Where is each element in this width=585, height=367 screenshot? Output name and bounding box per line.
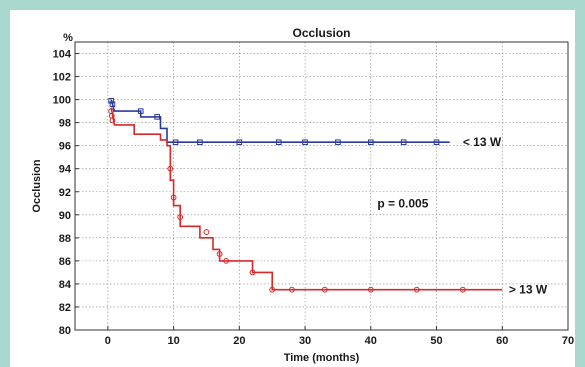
censor-mark <box>172 139 179 146</box>
censor-mark <box>177 214 184 221</box>
series-layer <box>108 97 503 293</box>
survival-chart: 0 10 20 30 40 50 60 70 80 82 84 86 88 90 92 94 96 98 100 10… <box>31 26 574 364</box>
x-tick-label: 60 <box>496 335 508 347</box>
censor-mark <box>433 139 440 146</box>
censor-mark <box>269 286 276 293</box>
y-tick-label: 88 <box>59 233 71 245</box>
x-tick-label: 0 <box>105 335 111 347</box>
y-tick-label: 94 <box>59 164 72 176</box>
y-tick-label: 90 <box>59 210 71 222</box>
y-tick-label: 84 <box>59 279 72 291</box>
y-axis-title: Occlusion <box>31 159 43 212</box>
x-tick-label: 50 <box>430 335 442 347</box>
annotations: p = 0.005 < 13 W > 13 W <box>377 135 547 296</box>
y-tick-label: 98 <box>59 118 71 130</box>
y-tick-label: 86 <box>59 256 71 268</box>
censor-mark <box>321 286 328 293</box>
y-tick-label: 80 <box>59 325 71 337</box>
plot-border <box>74 41 569 331</box>
y-tick-label: 92 <box>59 187 71 199</box>
censor-mark <box>275 139 282 146</box>
annotation-label: p = 0.005 <box>377 196 428 210</box>
y-tick-label: 82 <box>59 302 71 314</box>
censor-mark <box>170 194 177 201</box>
x-tick-label: 40 <box>365 335 377 347</box>
censor-mark <box>109 117 116 124</box>
censor-mark <box>167 165 174 172</box>
x-tick-label: 70 <box>562 335 574 347</box>
annotation-label: > 13 W <box>509 283 548 297</box>
censor-mark <box>368 139 374 146</box>
x-tick-label: 30 <box>299 335 311 347</box>
grid <box>75 42 569 331</box>
censor-mark <box>154 114 160 120</box>
x-tick-label: 20 <box>233 335 245 347</box>
censor-mark <box>197 139 203 146</box>
series-0 <box>108 97 450 146</box>
censor-mark <box>459 286 466 293</box>
censor-mark <box>108 97 114 104</box>
censor-mark <box>203 229 210 235</box>
y-tick-label: 100 <box>53 95 71 107</box>
censor-mark <box>289 286 295 293</box>
y-tick-label: 96 <box>59 141 71 153</box>
chart-panel: 0 10 20 30 40 50 60 70 80 82 84 86 88 90 92 94 96 98 100 10… <box>10 10 575 367</box>
y-tick-label: 102 <box>53 72 71 84</box>
censor-mark <box>302 139 308 146</box>
series-1 <box>108 107 503 293</box>
y-unit-label: % <box>63 32 73 44</box>
censor-mark <box>335 139 341 146</box>
y-tick-label: 104 <box>53 49 72 61</box>
ticks: 0 10 20 30 40 50 60 70 80 82 84 86 88 90 92 94 96 98 100 10… <box>53 49 574 347</box>
chart-title: Occlusion <box>292 26 350 40</box>
annotation-label: < 13 W <box>463 135 502 149</box>
x-axis-title: Time (months) <box>284 352 360 364</box>
censor-mark <box>223 257 230 264</box>
censor-mark <box>413 286 420 293</box>
censor-mark <box>400 139 407 146</box>
series-line <box>110 107 503 291</box>
censor-mark <box>137 108 144 114</box>
censor-mark <box>109 101 116 108</box>
censor-mark <box>236 139 243 146</box>
censor-mark <box>249 269 256 276</box>
censor-mark <box>367 286 374 293</box>
censor-mark <box>216 251 223 257</box>
x-tick-label: 10 <box>167 335 179 347</box>
series-line <box>110 99 450 143</box>
